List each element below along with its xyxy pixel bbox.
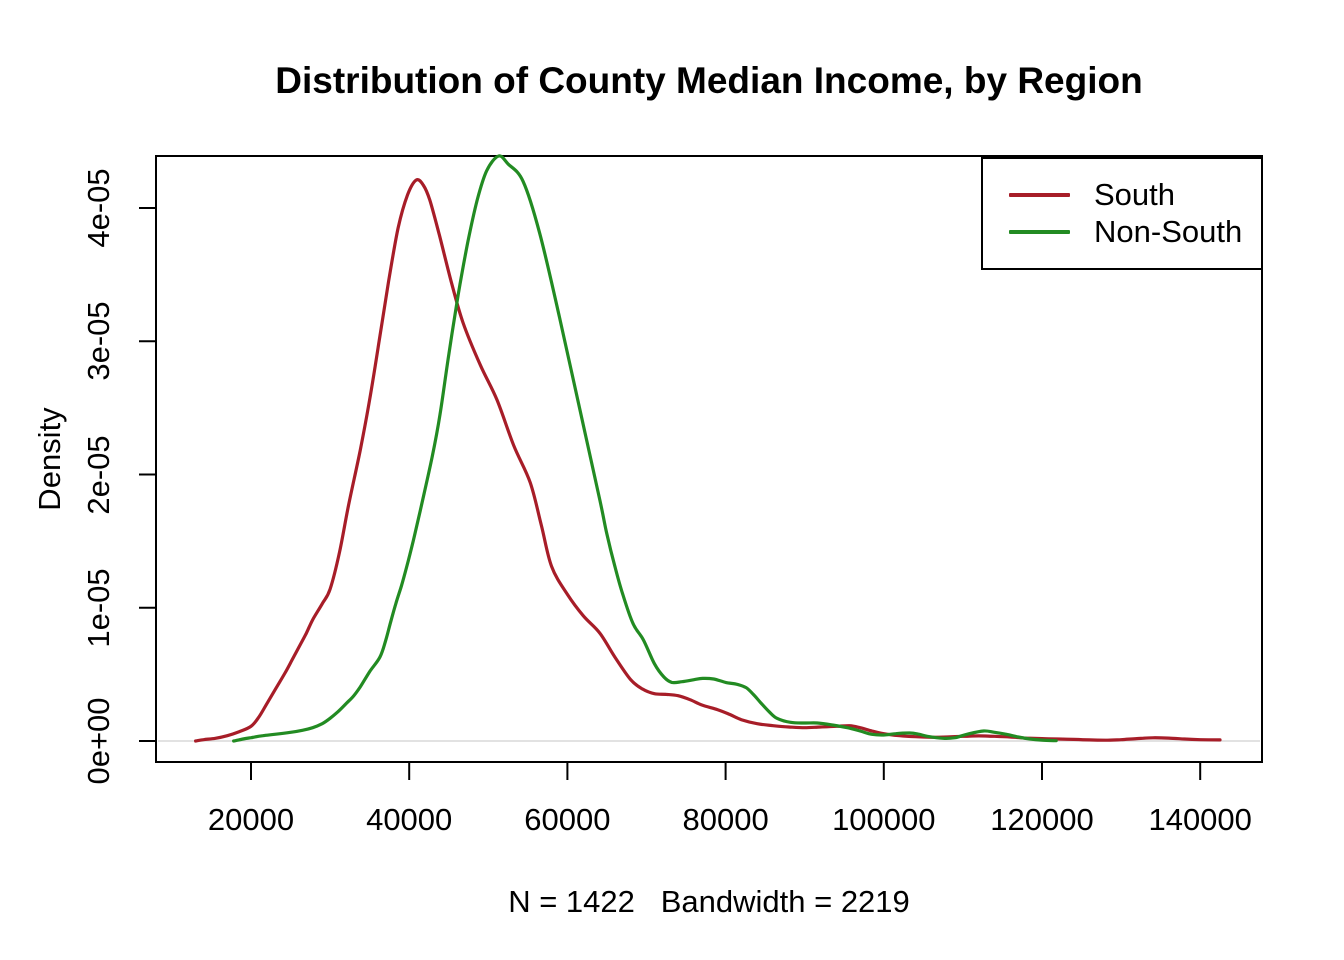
chart-title: Distribution of County Median Income, by… bbox=[275, 60, 1143, 101]
x-tick-label: 80000 bbox=[682, 802, 769, 837]
legend-item-non-south: Non-South bbox=[983, 213, 1261, 250]
legend-line-sample-south bbox=[1009, 192, 1070, 197]
x-tick-label: 60000 bbox=[524, 802, 611, 837]
x-tick-label: 40000 bbox=[366, 802, 453, 837]
y-tick-label: 2e-05 bbox=[81, 434, 116, 515]
x-tick-label: 20000 bbox=[207, 802, 295, 837]
y-axis-label: Density bbox=[32, 407, 67, 511]
legend-item-south: South bbox=[983, 176, 1261, 213]
legend-label-south: South bbox=[1094, 177, 1176, 212]
y-tick-label: 3e-05 bbox=[81, 301, 116, 381]
legend-label-non-south: Non-South bbox=[1094, 214, 1243, 249]
legend: South Non-South bbox=[981, 157, 1263, 270]
x-tick-label: 100000 bbox=[832, 802, 936, 837]
y-tick-label: 0e+00 bbox=[81, 697, 116, 785]
legend-line-sample-non-south bbox=[1009, 229, 1070, 234]
y-tick-label: 4e-05 bbox=[81, 168, 116, 248]
x-tick-label: 120000 bbox=[990, 802, 1094, 837]
x-tick-label: 140000 bbox=[1148, 802, 1252, 837]
y-tick-label: 1e-05 bbox=[81, 568, 116, 648]
x-axis-caption: N = 1422 Bandwidth = 2219 bbox=[508, 884, 910, 919]
